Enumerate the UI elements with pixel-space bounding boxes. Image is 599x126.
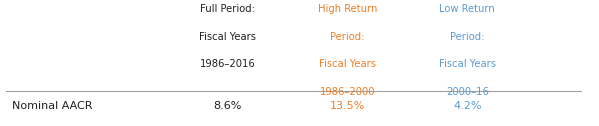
Text: 1986–2016: 1986–2016: [199, 59, 256, 69]
Text: Full Period:: Full Period:: [200, 4, 255, 14]
Text: Period:: Period:: [450, 32, 485, 41]
Text: Fiscal Years: Fiscal Years: [199, 32, 256, 41]
Text: Period:: Period:: [330, 32, 365, 41]
Text: Nominal AACR: Nominal AACR: [12, 101, 92, 111]
Text: Low Return: Low Return: [439, 4, 495, 14]
Text: 4.2%: 4.2%: [453, 101, 482, 111]
Text: High Return: High Return: [317, 4, 377, 14]
Text: 1986–2000: 1986–2000: [320, 87, 375, 97]
Text: 2000–16: 2000–16: [446, 87, 489, 97]
Text: Fiscal Years: Fiscal Years: [438, 59, 496, 69]
Text: Fiscal Years: Fiscal Years: [319, 59, 376, 69]
Text: 8.6%: 8.6%: [213, 101, 242, 111]
Text: 13.5%: 13.5%: [330, 101, 365, 111]
